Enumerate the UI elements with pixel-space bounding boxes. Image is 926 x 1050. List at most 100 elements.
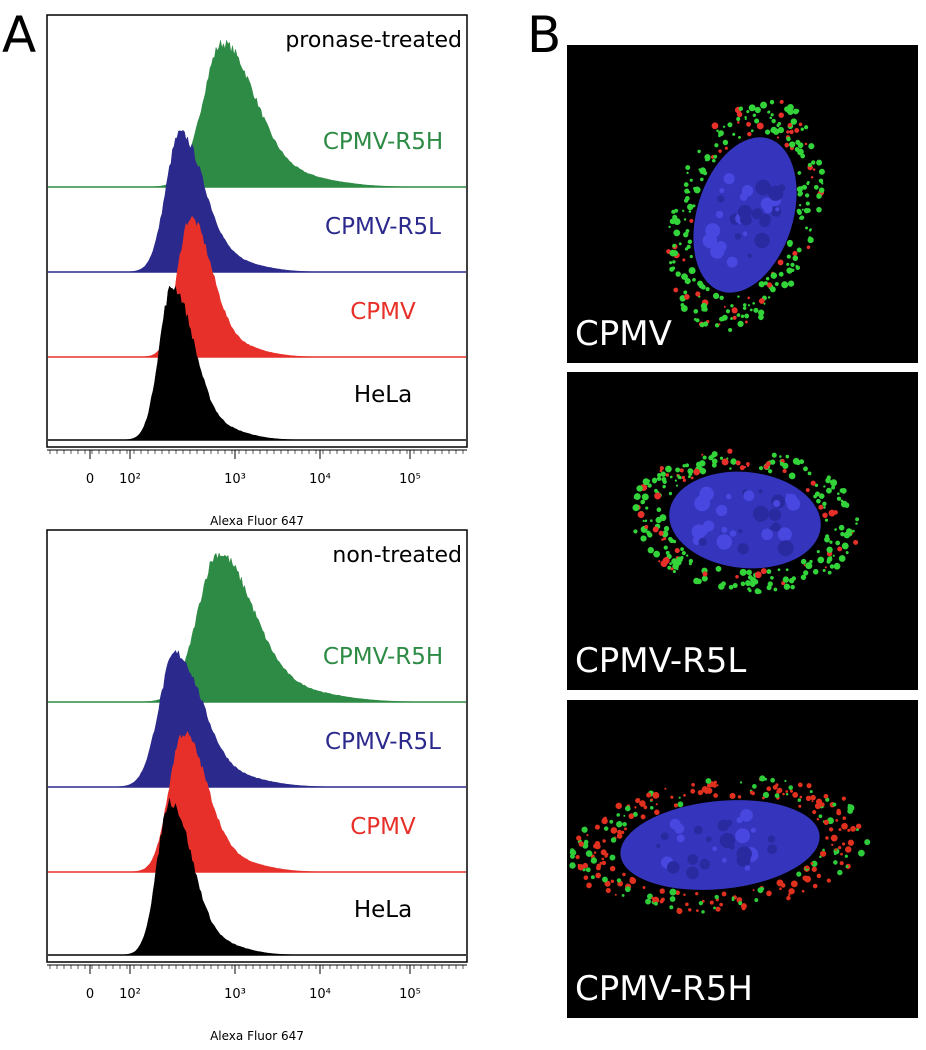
nucleus-texture: [777, 540, 794, 557]
cell-signal: [712, 292, 720, 300]
row-label: CPMV-R5L: [325, 214, 441, 240]
cell-signal: [616, 878, 622, 883]
cell-signal: [841, 822, 848, 830]
cell-signal: [767, 296, 771, 299]
cell-signal: [819, 855, 822, 859]
cell-signal: [644, 519, 648, 523]
cell-signal: [823, 485, 826, 488]
cell-signal: [622, 821, 627, 827]
cell-signal: [797, 171, 802, 175]
nucleus-texture: [716, 534, 733, 550]
cell-signal: [652, 791, 660, 799]
nucleus-texture: [660, 832, 669, 841]
cell-signal: [845, 846, 852, 853]
cell-signal: [800, 558, 807, 565]
condition-label: non-treated: [332, 543, 462, 568]
cell-signal: [690, 788, 696, 794]
cell-signal: [787, 893, 791, 896]
cell-signal: [730, 317, 733, 320]
nucleus-texture: [741, 185, 754, 197]
cell-signal: [790, 118, 798, 125]
cell-signal: [658, 560, 661, 563]
cell-signal: [653, 901, 658, 906]
cell-signal: [728, 327, 733, 333]
cell-signal: [812, 810, 817, 815]
row-label: HeLa: [354, 382, 412, 408]
cell-signal: [785, 793, 789, 796]
cell-signal: [785, 454, 790, 459]
nucleus-texture: [687, 854, 699, 865]
cell-signal: [782, 576, 790, 583]
cell-signal: [754, 118, 760, 124]
cell-signal: [807, 162, 812, 168]
nucleus-texture: [754, 232, 770, 249]
cell-signal: [785, 790, 789, 793]
cell-signal: [820, 850, 827, 857]
cell-signal: [843, 502, 850, 508]
cell-signal: [569, 862, 576, 869]
cell-signal: [693, 186, 697, 191]
cell-signal: [661, 538, 664, 541]
cell-signal: [593, 851, 597, 854]
cell-signal: [684, 294, 690, 300]
cell-signal: [805, 795, 812, 802]
cell-signal: [688, 210, 692, 213]
cell-signal: [831, 843, 834, 846]
nucleus-texture: [715, 504, 728, 517]
cell-signal: [730, 458, 737, 465]
cell-signal: [771, 452, 777, 458]
cell-signal: [740, 581, 746, 587]
cell-signal: [763, 464, 769, 470]
row-label: CPMV: [350, 299, 416, 325]
cell-signal: [710, 454, 715, 459]
cell-signal: [798, 191, 804, 196]
nucleus-texture: [737, 543, 749, 555]
cell-signal: [742, 306, 747, 310]
cell-signal: [791, 576, 797, 581]
cell-signal: [645, 506, 649, 510]
cell-signal: [741, 906, 746, 911]
cell-signal: [847, 532, 853, 537]
cell-signal: [669, 905, 674, 910]
cell-signal: [632, 504, 640, 512]
cell-signal: [840, 499, 844, 503]
cell-signal: [760, 101, 768, 109]
cell-signal: [669, 888, 677, 896]
cell-signal: [828, 509, 836, 517]
cell-signal: [776, 879, 784, 887]
cell-signal: [682, 258, 686, 262]
cell-signal: [722, 139, 729, 146]
cell-signal: [682, 478, 687, 483]
cell-signal: [640, 535, 647, 542]
cell-signal: [629, 876, 635, 882]
x-tick-label: 10³: [224, 472, 246, 487]
cell-signal: [594, 840, 601, 847]
cell-signal: [824, 566, 827, 569]
cell-signal: [818, 178, 824, 184]
cell-signal: [747, 296, 750, 300]
cell-signal: [855, 823, 862, 830]
cell-signal: [786, 108, 791, 114]
cell-signal: [669, 896, 676, 902]
cell-signal: [617, 829, 622, 835]
cell-signal: [714, 323, 720, 328]
cell-signal: [686, 244, 691, 249]
cell-signal: [838, 524, 845, 531]
cell-signal: [604, 854, 608, 858]
cell-signal: [836, 810, 842, 816]
cell-signal: [724, 318, 727, 321]
cell-signal: [583, 875, 589, 880]
cell-signal: [792, 255, 799, 262]
cell-signal: [746, 569, 752, 576]
cell-signal: [728, 584, 734, 590]
cell-signal: [683, 464, 686, 467]
cell-signal: [840, 852, 843, 856]
cell-signal: [653, 550, 661, 558]
panel-label: B: [527, 6, 561, 64]
cell-signal: [831, 485, 836, 490]
cell-signal: [745, 580, 751, 586]
cell-signal: [792, 108, 799, 115]
cell-signal: [659, 466, 664, 471]
cell-signal: [760, 568, 767, 575]
cell-signal: [827, 570, 832, 575]
